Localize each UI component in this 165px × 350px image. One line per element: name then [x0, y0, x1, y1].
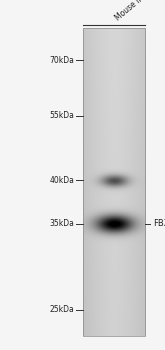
Bar — [82, 28, 145, 336]
Text: 25kDa: 25kDa — [50, 305, 74, 314]
Text: 70kDa: 70kDa — [49, 56, 74, 65]
Text: Mouse liver: Mouse liver — [114, 0, 153, 22]
Text: 35kDa: 35kDa — [49, 219, 74, 228]
Text: FBXO8: FBXO8 — [153, 219, 165, 228]
Text: 55kDa: 55kDa — [49, 111, 74, 120]
Text: 40kDa: 40kDa — [49, 176, 74, 185]
